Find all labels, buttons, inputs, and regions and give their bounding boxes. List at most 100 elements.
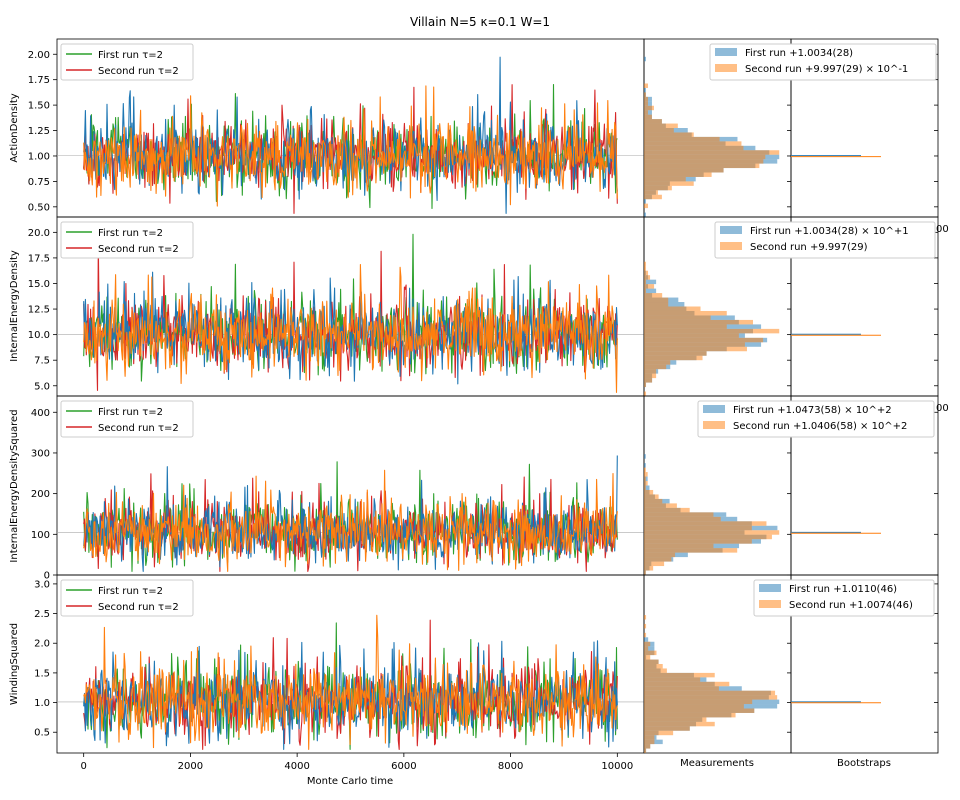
hist-bar [644,646,655,651]
hist-bar [644,489,654,495]
hist-bar [644,566,654,571]
hist-bar [644,284,655,289]
y-tick-label: 1.50 [28,101,50,112]
trace-legend: First run τ=2 Second run τ=2 [60,43,194,81]
y-tick-label: 15.0 [28,279,50,290]
hist-bar [644,293,663,298]
hist-bar [644,185,672,191]
y-axis-label: InternalEnergyDensity [9,250,20,362]
hist-bar [644,163,760,169]
row-internal-energy-density-squared: 0 100 200 300 400 InternalEnergyDensitySquar… [9,395,949,582]
hist-bar [644,279,647,285]
hist-bar [644,168,724,173]
y-tick-label: 5.0 [34,381,50,392]
hist-bar [644,266,647,271]
hist-bar [644,297,669,303]
hist-bar [644,467,646,473]
y-tick-label: 0.5 [34,728,50,739]
hist-bar [644,360,671,365]
hist-bar [644,494,659,499]
y-axis-label: ActionDensity [9,93,20,162]
hist-bar [644,101,648,106]
measurement-histogram [643,395,792,576]
hist-bar [644,646,649,651]
hist-legend: First run +1.0034(28) Second run +9.997(… [709,43,937,81]
x-tick-label: 8000 [498,761,523,772]
hist-bar [644,310,727,316]
hist-bar [644,521,767,526]
hist-bar [644,212,646,217]
measurement-histogram [643,38,792,218]
y-tick-label: 1.75 [28,75,50,86]
hist-bar [644,481,648,486]
hist-bar [644,337,764,343]
trace-legend: First run τ=2 Second run τ=2 [60,400,194,438]
hist-bar [644,454,646,459]
legend-second-run: Second run τ=2 [98,423,179,434]
hist-bar [644,664,663,669]
y-axis-label: InternalEnergyDensitySquared [9,409,20,562]
hist-bar [644,319,753,325]
hist-bar [644,686,719,691]
hist-bar [644,87,646,93]
leaked-tick: 00 [936,403,949,414]
legend-second-run: Second run τ=2 [98,602,179,613]
hist-bar [644,328,780,334]
x-tick-label: 6000 [391,761,416,772]
hist-bar [644,159,764,164]
hist-bar [644,650,657,656]
hist-bar [644,690,776,696]
row-internal-energy-density: 5.0 7.5 10.0 12.5 15.0 17.5 20.0 InternalEnerg… [9,216,949,397]
hist-bar [644,199,646,204]
hist-bar [644,105,654,111]
y-tick-label: 200 [31,489,50,500]
hist-bar [644,543,714,549]
hist-bar [644,485,650,490]
hist-bar [644,261,647,267]
hist-bar [644,154,766,160]
hist-bar [644,744,651,749]
hist-legend-second: Second run +1.0406(58) × 10^+2 [733,421,907,432]
hist-legend: First run +1.0473(58) × 10^+2 Second run… [697,400,935,438]
hist-bar [644,346,747,352]
hist-bar [644,516,721,522]
y-tick-label: 0.75 [28,177,50,188]
y-tick-label: 1.25 [28,126,50,137]
hist-bar [644,735,655,740]
y-tick-label: 12.5 [28,305,50,316]
y-tick-label: 3.0 [34,579,50,590]
hist-legend-first: First run +1.0034(28) × 10^+1 [750,226,909,237]
leaked-tick: 00 [936,224,949,235]
hist-bar [644,637,649,642]
y-tick-label: 100 [31,530,50,541]
hist-bar [644,279,657,285]
x-tick-label: 0 [80,761,86,772]
hist-bar [644,333,739,338]
legend-first-run: First run τ=2 [98,50,163,61]
hist-bar [644,288,647,294]
hist-bar [644,557,672,562]
y-tick-label: 2.0 [34,639,50,650]
measurement-histogram [643,216,792,397]
hist-legend-first: First run +1.0034(28) [745,48,853,59]
hist-bar [644,176,686,182]
hist-bar [644,548,738,553]
column-label-bootstraps: Bootstraps [837,758,891,769]
bootstrap-frame [790,574,939,754]
legend-first-run: First run τ=2 [98,586,163,597]
hist-bar [644,391,647,396]
trace-line [83,469,618,572]
hist-bar [644,695,778,700]
hist-bar [644,324,727,329]
hist-bar [644,748,647,753]
y-tick-label: 1.0 [34,698,50,709]
hist-legend: First run +1.0034(28) × 10^+1 Second run… [714,221,936,259]
hist-bar [644,172,712,177]
hist-bar [644,712,736,718]
trace-panel: 0.51.01.52.02.53.00 2000 4000 6000 8000 10000 [34,574,645,772]
legend-second-run: Second run τ=2 [98,66,179,77]
hist-bar [644,730,674,736]
hist-bar [644,136,720,142]
row-winding-squared: 0.51.01.52.02.53.00 2000 4000 6000 8000 10000… [9,574,939,787]
